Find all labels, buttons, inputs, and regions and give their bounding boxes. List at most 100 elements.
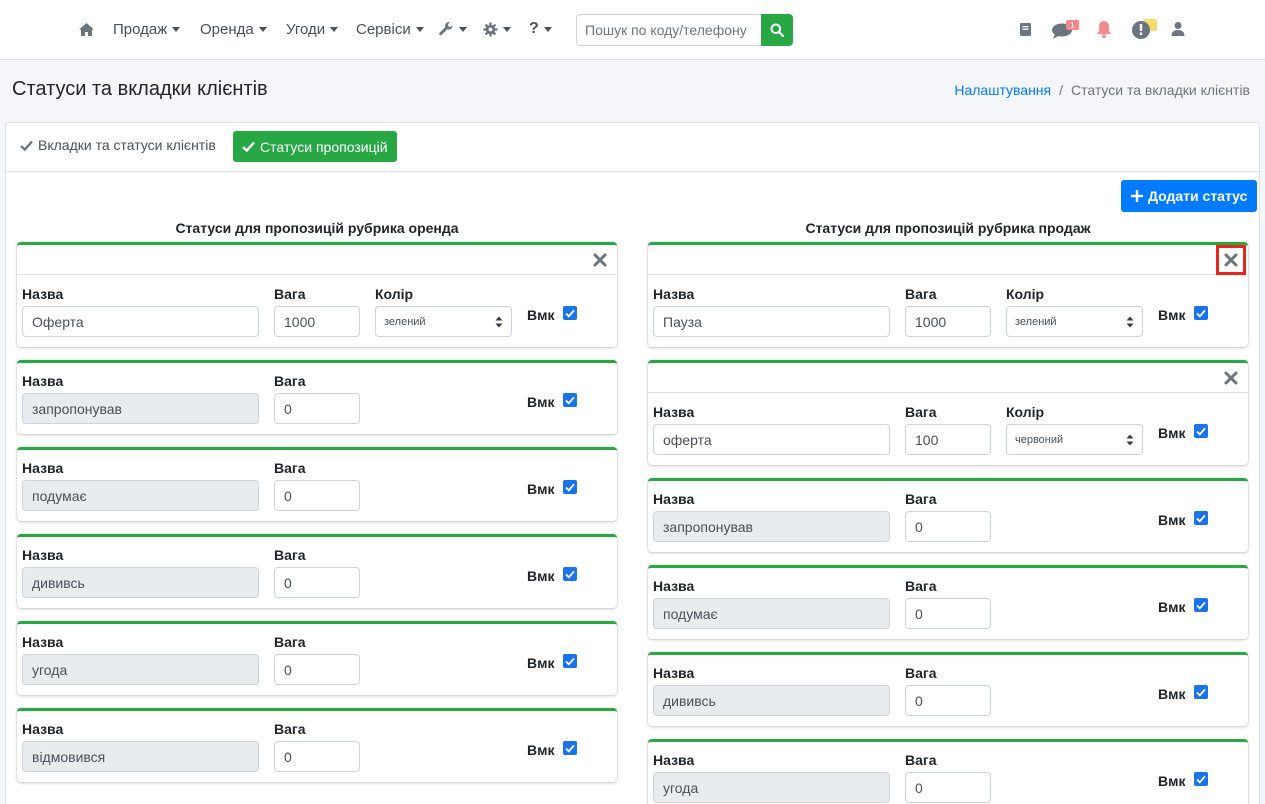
enabled-checkbox[interactable] [1194, 306, 1208, 320]
status-weight-input[interactable] [905, 685, 991, 716]
question-icon[interactable]: ? [529, 18, 552, 40]
enabled-checkbox[interactable] [1194, 685, 1208, 699]
status-weight-input[interactable] [274, 567, 360, 598]
status-card: Назва Вага Вмк [648, 739, 1248, 804]
status-color-select[interactable]: зелений [1006, 306, 1143, 337]
status-name-input[interactable] [22, 393, 259, 424]
user-icon[interactable] [1171, 17, 1185, 41]
wrench-icon[interactable] [438, 18, 467, 40]
status-name-input[interactable] [653, 598, 890, 629]
status-color-select[interactable]: червоний [1006, 424, 1143, 455]
enabled-checkbox[interactable] [1194, 598, 1208, 612]
nav-menu-sale[interactable]: Продаж [113, 18, 181, 40]
comments-icon[interactable]: 1 [1051, 17, 1081, 41]
status-name-input[interactable] [653, 685, 890, 716]
checkmark-icon [565, 744, 575, 753]
color-label: Колір [375, 286, 414, 302]
alert-icon[interactable] [1131, 17, 1159, 41]
name-label: Назва [653, 665, 695, 681]
weight-label: Вага [274, 721, 306, 737]
status-color-value: зелений [1015, 315, 1057, 328]
enabled-label: Вмк [1158, 512, 1186, 528]
name-label: Назва [22, 547, 64, 563]
status-color-select[interactable]: зелений [375, 306, 512, 337]
status-card: Назва Вага Вмк [648, 565, 1248, 639]
bell-icon[interactable] [1094, 17, 1114, 41]
enabled-checkbox[interactable] [1194, 424, 1208, 438]
status-name-input[interactable] [22, 654, 259, 685]
tab-client-tabs-statuses-label: Вкладки та статуси клієнтів [38, 137, 216, 153]
search-button[interactable] [761, 14, 793, 46]
status-name-input[interactable] [22, 567, 259, 598]
status-name-input[interactable] [653, 306, 890, 337]
name-label: Назва [22, 634, 64, 650]
status-weight-input[interactable] [905, 598, 991, 629]
status-weight-input[interactable] [274, 306, 360, 337]
breadcrumb-link-settings[interactable]: Налаштування [954, 82, 1052, 98]
enabled-checkbox[interactable] [563, 480, 577, 494]
status-card: Назва Вага Колір зелений Вмк [17, 242, 617, 347]
status-name-input[interactable] [653, 424, 890, 455]
status-weight-input[interactable] [905, 424, 991, 455]
status-card: Назва Вага Колір зелений Вмк [648, 242, 1248, 347]
nav-menu-deals[interactable]: Угоди [286, 18, 339, 40]
status-weight-input[interactable] [274, 654, 360, 685]
close-icon [1224, 371, 1238, 385]
enabled-checkbox[interactable] [1194, 772, 1208, 786]
status-name-input[interactable] [653, 511, 890, 542]
remove-status-button[interactable] [1216, 245, 1246, 275]
check-icon [20, 140, 33, 151]
weight-label: Вага [274, 286, 306, 302]
checkmark-icon [565, 657, 575, 666]
checkmark-icon [1196, 427, 1206, 436]
caret-down-icon [459, 26, 467, 32]
enabled-checkbox[interactable] [563, 306, 577, 320]
column-title-rent: Статуси для пропозицій рубрика оренда [175, 220, 459, 236]
status-name-input[interactable] [22, 480, 259, 511]
close-icon [593, 253, 607, 267]
weight-label: Вага [905, 404, 937, 420]
status-name-input[interactable] [653, 772, 890, 803]
enabled-checkbox[interactable] [563, 654, 577, 668]
status-weight-input[interactable] [905, 772, 991, 803]
status-color-value: зелений [384, 315, 426, 328]
book-icon[interactable] [1019, 17, 1032, 41]
status-weight-input[interactable] [274, 741, 360, 772]
enabled-label: Вмк [1158, 307, 1186, 323]
weight-label: Вага [274, 460, 306, 476]
enabled-checkbox[interactable] [563, 741, 577, 755]
nav-menu-deals-label: Угоди [286, 20, 326, 38]
caret-down-icon [172, 26, 181, 32]
enabled-label: Вмк [527, 307, 555, 323]
status-name-input[interactable] [22, 741, 259, 772]
caret-down-icon [503, 26, 511, 32]
nav-menu-rent-label: Оренда [200, 20, 254, 38]
gear-icon[interactable] [483, 18, 511, 40]
checkmark-icon [565, 570, 575, 579]
status-weight-input[interactable] [905, 511, 991, 542]
tab-client-tabs-statuses[interactable]: Вкладки та статуси клієнтів [20, 137, 216, 153]
enabled-checkbox[interactable] [1194, 511, 1208, 525]
status-weight-input[interactable] [274, 393, 360, 424]
nav-menu-rent[interactable]: Оренда [200, 18, 267, 40]
nav-menu-services[interactable]: Сервіси [356, 18, 424, 40]
add-status-button[interactable]: Додати статус [1121, 180, 1258, 212]
checkmark-icon [1196, 688, 1206, 697]
remove-status-button[interactable] [590, 250, 610, 270]
enabled-checkbox[interactable] [563, 567, 577, 581]
home-icon[interactable] [78, 18, 95, 40]
status-weight-input[interactable] [905, 306, 991, 337]
card-tabs-header: Вкладки та статуси клієнтів Статуси проп… [6, 123, 1259, 172]
status-weight-input[interactable] [274, 480, 360, 511]
search-icon [770, 23, 784, 37]
breadcrumb: Налаштування / Статуси та вкладки клієнт… [954, 82, 1250, 98]
name-label: Назва [22, 721, 64, 737]
remove-status-button[interactable] [1221, 368, 1241, 388]
search-input[interactable] [576, 14, 762, 46]
status-name-input[interactable] [22, 306, 259, 337]
nav-menu-services-label: Сервіси [356, 20, 411, 38]
weight-label: Вага [274, 547, 306, 563]
caret-down-icon [330, 26, 339, 32]
enabled-checkbox[interactable] [563, 393, 577, 407]
tab-proposal-statuses[interactable]: Статуси пропозицій [233, 131, 397, 162]
